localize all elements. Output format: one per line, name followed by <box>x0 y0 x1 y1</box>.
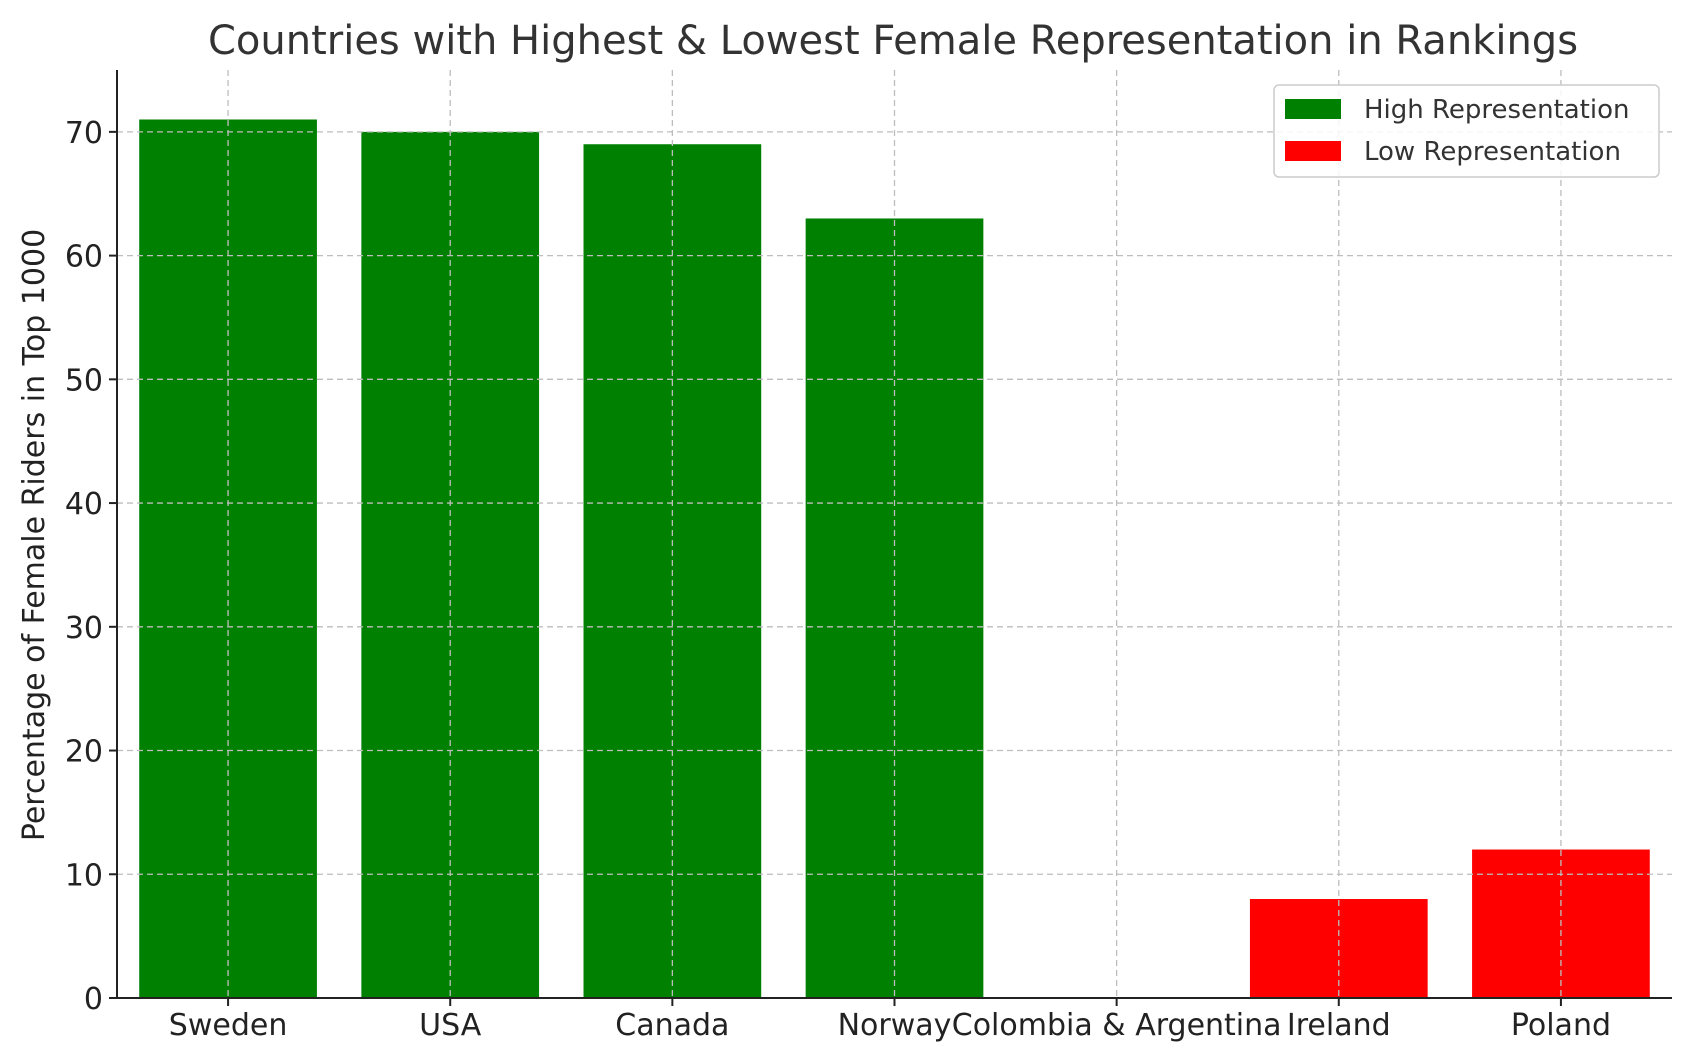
legend-label: Low Representation <box>1364 137 1621 167</box>
legend: High Representation Low Representation <box>1273 84 1660 178</box>
x-tick-label: Colombia & Argentina <box>952 1008 1282 1043</box>
x-tick-label: Norway <box>838 1008 952 1043</box>
x-tick-label: Poland <box>1511 1008 1611 1043</box>
legend-swatch <box>1285 99 1341 119</box>
y-tick-label: 30 <box>65 611 103 646</box>
y-tick-label: 0 <box>84 982 103 1017</box>
axes <box>109 70 1672 1006</box>
y-tick-label: 40 <box>65 487 103 522</box>
legend-box <box>1273 84 1660 178</box>
y-tick-label: 10 <box>65 858 103 893</box>
y-tick-label: 60 <box>65 240 103 275</box>
chart-title: Countries with Highest & Lowest Female R… <box>208 18 1578 64</box>
legend-swatch <box>1285 141 1341 161</box>
y-axis-label: Percentage of Female Riders in Top 1000 <box>17 229 52 841</box>
y-tick-label: 20 <box>65 735 103 770</box>
x-tick-label: USA <box>419 1008 482 1043</box>
tick-labels: 0 10 20 30 40 50 60 70 Sweden USA Canada Norway Colo… <box>65 116 1611 1043</box>
x-tick-label: Sweden <box>169 1008 288 1043</box>
y-tick-label: 50 <box>65 363 103 398</box>
x-tick-label: Ireland <box>1287 1008 1391 1043</box>
y-tick-label: 70 <box>65 116 103 151</box>
bar <box>805 218 984 999</box>
legend-label: High Representation <box>1364 95 1629 125</box>
x-tick-label: Canada <box>615 1008 729 1043</box>
